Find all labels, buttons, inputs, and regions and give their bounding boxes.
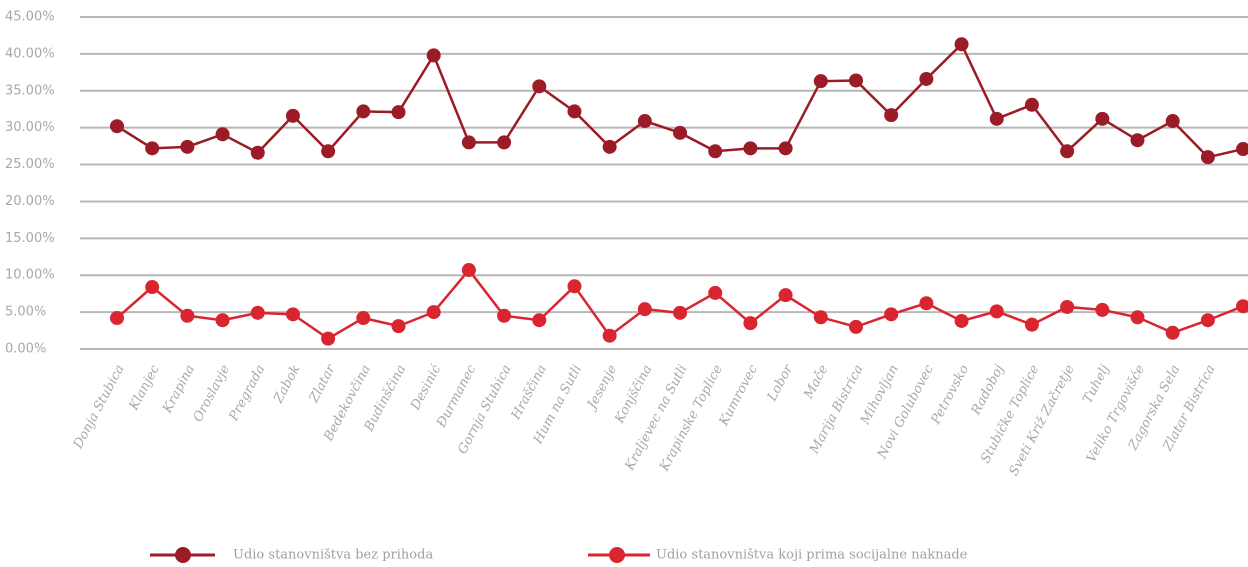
data-point (743, 316, 758, 331)
data-point (321, 144, 336, 159)
data-point (1095, 302, 1110, 317)
x-tick-label: Jesenje (583, 362, 620, 414)
legend-label: Udio stanovništva koji prima socijalne n… (656, 548, 968, 563)
data-point (708, 285, 723, 300)
data-point (778, 141, 793, 156)
data-point (708, 144, 723, 159)
data-point (673, 125, 688, 140)
legend-marker (609, 547, 625, 563)
y-tick-label: 25.00% (5, 157, 55, 172)
x-tick-label: Donja Stubica (70, 362, 127, 452)
data-point (250, 305, 265, 320)
data-point (145, 280, 160, 295)
data-point (461, 263, 476, 278)
data-point (1130, 310, 1145, 325)
data-point (1200, 150, 1215, 165)
y-tick-label: 35.00% (5, 83, 55, 98)
x-tick-label: Sveti Križ Začretje (1007, 362, 1078, 478)
data-point (532, 79, 547, 94)
data-point (673, 305, 688, 320)
x-tick-label: Klanjec (126, 362, 163, 414)
data-point (426, 305, 441, 320)
data-point (919, 296, 934, 311)
data-point (1200, 313, 1215, 328)
data-point (813, 74, 828, 89)
data-point (848, 73, 863, 88)
y-tick-label: 0.00% (5, 342, 46, 357)
x-tick-label: Krapinske Toplice (657, 362, 726, 474)
x-tick-label: Mače (801, 362, 832, 402)
data-point (250, 145, 265, 160)
data-point (919, 71, 934, 86)
x-tick-label: Tuhelj (1080, 362, 1113, 406)
x-tick-label: Lobor (764, 362, 796, 405)
y-tick-label: 5.00% (5, 305, 46, 320)
x-tick-label: Krapina (160, 362, 198, 416)
data-point (637, 114, 652, 129)
data-point (215, 313, 230, 328)
y-tick-label: 40.00% (5, 46, 55, 61)
data-point (497, 135, 512, 150)
series-line (116, 42, 1244, 159)
data-point (285, 307, 300, 322)
data-point (1060, 144, 1075, 159)
data-point (1236, 299, 1248, 314)
legend-label: Udio stanovništva bez prihoda (233, 548, 433, 563)
data-point (532, 313, 547, 328)
y-tick-label: 30.00% (5, 120, 55, 135)
data-point (426, 48, 441, 63)
data-point (989, 111, 1004, 126)
data-point (813, 310, 828, 325)
y-tick-label: 45.00% (5, 10, 55, 25)
legend-marker (175, 547, 191, 563)
data-point (1095, 111, 1110, 126)
data-point (110, 311, 124, 326)
data-point (1060, 299, 1075, 314)
data-point (637, 302, 652, 317)
data-point (321, 331, 336, 346)
data-point (602, 328, 617, 343)
data-point (497, 308, 512, 323)
data-point (567, 279, 582, 294)
data-point (391, 319, 406, 334)
data-point (1130, 133, 1145, 148)
data-point (778, 288, 793, 303)
data-point (848, 319, 863, 334)
data-point (1024, 317, 1039, 332)
y-tick-label: 20.00% (5, 194, 55, 209)
data-point (1165, 325, 1180, 340)
data-point (884, 307, 899, 322)
x-tick-label: Radoboj (968, 362, 1007, 418)
data-point (884, 108, 899, 123)
data-point (356, 104, 371, 119)
x-tick-label: Zabok (271, 362, 304, 406)
data-point (356, 311, 371, 326)
x-tick-label: Zlatar (306, 362, 339, 406)
data-point (1024, 97, 1039, 112)
x-tick-label: Desinić (408, 362, 445, 414)
data-point (1165, 114, 1180, 129)
data-point (145, 141, 160, 156)
data-point (989, 304, 1004, 319)
data-point (461, 135, 476, 150)
data-point (215, 127, 230, 142)
data-point (391, 105, 406, 120)
data-point (110, 119, 124, 134)
x-tick-label: Pregrada (226, 362, 268, 424)
series-line (116, 268, 1244, 341)
data-point (954, 37, 969, 52)
data-point (285, 108, 300, 123)
data-point (180, 308, 195, 323)
y-tick-label: 10.00% (5, 268, 55, 283)
data-point (954, 313, 969, 328)
data-point (567, 104, 582, 119)
data-point (602, 139, 617, 154)
data-point (743, 141, 758, 156)
y-tick-label: 15.00% (5, 231, 55, 246)
data-point (1236, 142, 1248, 157)
data-point (180, 139, 195, 154)
